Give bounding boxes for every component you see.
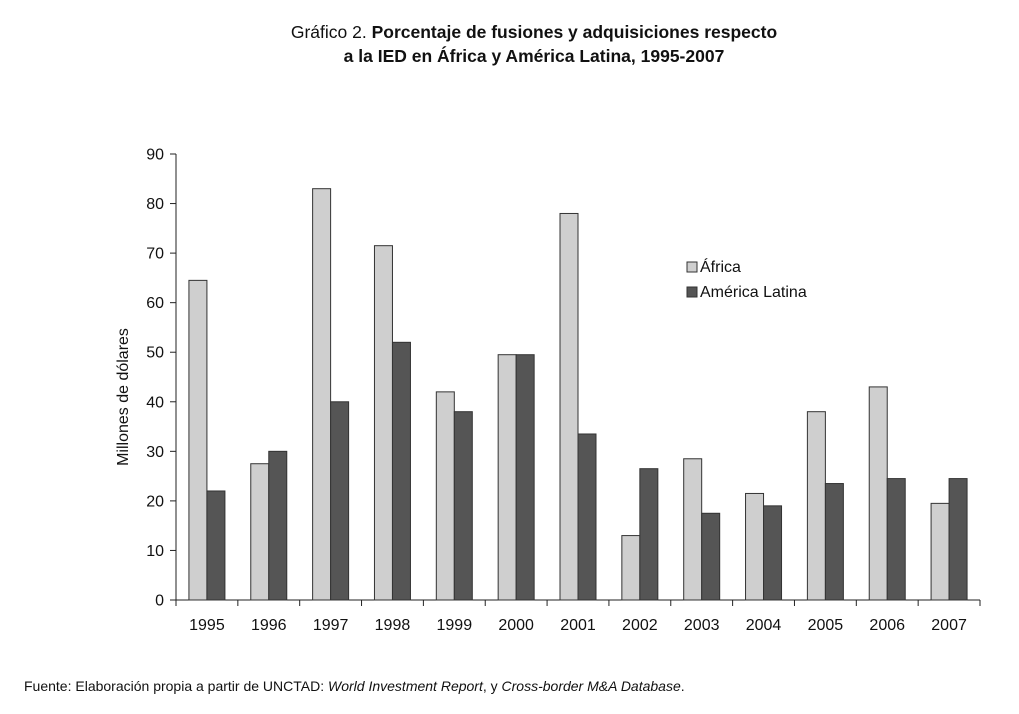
y-tick-label: 0 — [155, 593, 164, 610]
source-prefix: Fuente: — [24, 678, 72, 694]
bar-africa — [930, 502, 950, 601]
x-tick-label: 2000 — [498, 617, 534, 634]
legend-label: África — [700, 257, 741, 276]
bar-america-latina — [886, 478, 906, 601]
bar-africa — [806, 411, 826, 601]
y-tick-label: 40 — [146, 394, 164, 411]
y-tick-label: 10 — [146, 543, 164, 560]
bar-africa — [435, 391, 455, 601]
bar-america-latina — [577, 433, 597, 601]
bar-africa — [250, 463, 270, 601]
chart-title-line2: a la IED en África y América Latina, 199… — [343, 46, 725, 66]
bar-africa — [312, 188, 332, 601]
chart-title-lead: Gráfico 2. — [290, 22, 367, 42]
x-tick-label: 2002 — [622, 617, 658, 634]
source-text1: Elaboración propia a partir de UNCTAD: — [71, 678, 329, 694]
bar-america-latina — [948, 478, 968, 601]
x-tick-label: 1996 — [251, 617, 287, 634]
y-tick-label: 20 — [146, 493, 164, 510]
bar-africa — [559, 212, 579, 601]
x-tick-label: 1999 — [437, 617, 473, 634]
source-italic2: Cross-border M&A Database — [501, 678, 681, 694]
bar-africa — [745, 492, 765, 601]
bar-africa — [373, 245, 393, 601]
y-tick-label: 80 — [146, 196, 164, 213]
bar-africa — [868, 386, 888, 601]
source-text2: , y — [482, 678, 502, 694]
bar-america-latina — [639, 468, 659, 601]
x-tick-label: 2004 — [746, 617, 782, 634]
y-tick-label: 30 — [146, 444, 164, 461]
bar-america-latina — [206, 490, 226, 601]
bar-america-latina — [268, 450, 288, 601]
source-note: Fuente: Elaboración propia a partir de U… — [24, 678, 685, 694]
x-tick-label: 1995 — [189, 617, 225, 634]
y-axis-label: Millones de dólares — [115, 328, 132, 466]
bar-america-latina — [515, 354, 535, 601]
bar-america-latina — [824, 483, 844, 601]
x-tick-label: 2006 — [869, 617, 905, 634]
source-text3: . — [680, 678, 685, 694]
x-tick-label: 2007 — [931, 617, 967, 634]
legend-swatch — [686, 261, 698, 273]
chart-title: Gráfico 2. Porcentaje de fusiones y adqu… — [0, 20, 1019, 68]
x-tick-label: 2003 — [684, 617, 720, 634]
legend-swatch — [686, 286, 698, 298]
bar-america-latina — [391, 341, 411, 601]
x-tick-label: 1998 — [375, 617, 411, 634]
bar-africa — [497, 354, 517, 601]
bar-america-latina — [701, 512, 721, 601]
x-tick-label: 2001 — [560, 617, 596, 634]
y-tick-label: 50 — [146, 345, 164, 362]
x-tick-label: 1997 — [313, 617, 349, 634]
bar-africa — [683, 458, 703, 601]
bar-america-latina — [453, 411, 473, 601]
legend-label: América Latina — [700, 284, 807, 301]
chart-title-text1: Porcentaje de fusiones y adquisiciones r… — [371, 22, 778, 42]
bar-africa — [188, 279, 208, 601]
bar-america-latina — [763, 505, 783, 601]
y-tick-label: 70 — [146, 246, 164, 263]
bar-america-latina — [330, 401, 350, 601]
chart-title-line1: Gráfico 2. Porcentaje de fusiones y adqu… — [0, 20, 1019, 44]
bar-africa — [621, 535, 641, 601]
x-tick-label: 2005 — [808, 617, 844, 634]
source-italic1: World Investment Report — [328, 678, 483, 694]
y-tick-label: 60 — [146, 295, 164, 312]
y-tick-label: 90 — [146, 147, 164, 164]
